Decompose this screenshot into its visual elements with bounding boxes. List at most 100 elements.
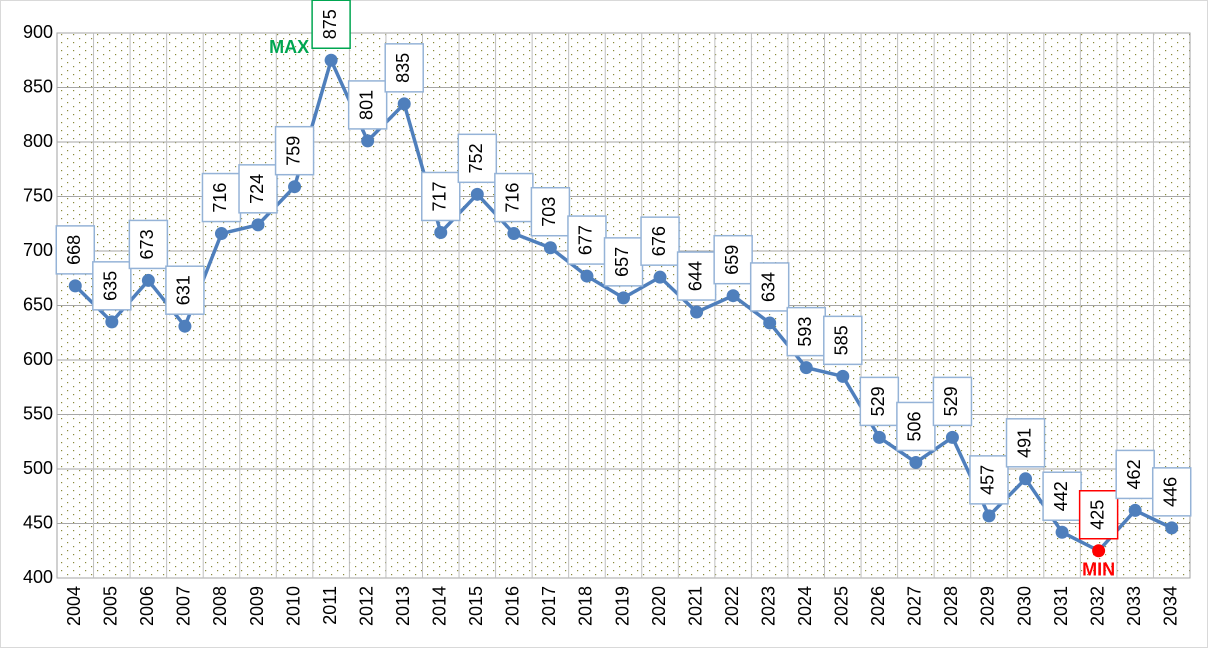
data-label: 724 bbox=[247, 174, 267, 204]
label-box bbox=[421, 171, 461, 222]
data-label: 506 bbox=[905, 411, 925, 441]
data-label: 457 bbox=[978, 465, 998, 495]
point bbox=[1165, 521, 1179, 535]
point bbox=[507, 227, 521, 241]
point bbox=[470, 187, 484, 201]
point bbox=[141, 273, 155, 287]
point bbox=[945, 430, 959, 444]
data-label: 442 bbox=[1051, 481, 1071, 511]
label-box bbox=[238, 164, 278, 214]
data-label: 716 bbox=[210, 183, 230, 213]
label-box bbox=[1042, 471, 1082, 521]
x-tick-label: 2022 bbox=[722, 586, 742, 626]
label-box bbox=[932, 376, 973, 427]
x-tick-label: 2016 bbox=[503, 586, 523, 626]
x-tick-label: 2011 bbox=[320, 586, 340, 625]
data-label: 657 bbox=[612, 247, 632, 277]
label-box bbox=[896, 401, 936, 452]
data-label: 875 bbox=[320, 9, 340, 39]
y-tick-label: 800 bbox=[23, 131, 53, 151]
data-label: 659 bbox=[722, 245, 742, 275]
label-box bbox=[567, 215, 607, 265]
point bbox=[653, 270, 667, 284]
x-tick-label: 2023 bbox=[758, 586, 778, 626]
x-tick-label: 2027 bbox=[905, 586, 925, 626]
point bbox=[397, 97, 411, 111]
y-tick-label: 650 bbox=[23, 294, 53, 314]
data-label: 585 bbox=[832, 325, 852, 355]
label-box bbox=[384, 43, 424, 93]
point bbox=[251, 218, 265, 232]
annotation: MIN bbox=[1082, 560, 1115, 580]
y-tick-label: 450 bbox=[23, 512, 53, 532]
x-tick-label: 2009 bbox=[247, 586, 267, 626]
x-tick-label: 2033 bbox=[1124, 586, 1144, 626]
data-label: 529 bbox=[868, 386, 888, 416]
x-tick-label: 2021 bbox=[685, 586, 705, 626]
data-label: 676 bbox=[649, 226, 669, 256]
label-box bbox=[494, 172, 534, 223]
x-tick-label: 2010 bbox=[283, 586, 303, 626]
y-tick-label: 550 bbox=[23, 403, 53, 423]
y-tick-label: 600 bbox=[23, 349, 53, 369]
annotation: MAX bbox=[269, 37, 309, 57]
data-label: 635 bbox=[101, 271, 121, 301]
data-label: 491 bbox=[1014, 428, 1034, 458]
x-tick-label: 2025 bbox=[832, 586, 852, 626]
data-label: 717 bbox=[430, 181, 450, 211]
y-tick-label: 900 bbox=[23, 22, 53, 42]
x-tick-label: 2017 bbox=[539, 586, 559, 626]
point bbox=[909, 455, 923, 469]
label-box bbox=[713, 234, 753, 285]
x-tick-label: 2018 bbox=[576, 586, 596, 626]
data-label: 593 bbox=[795, 317, 815, 347]
y-tick-label: 750 bbox=[23, 185, 53, 205]
point bbox=[1092, 544, 1106, 558]
data-label: 673 bbox=[137, 229, 157, 259]
label-box bbox=[1078, 490, 1119, 540]
x-tick-label: 2006 bbox=[137, 586, 157, 626]
x-tick-label: 2014 bbox=[430, 586, 450, 626]
label-box bbox=[859, 376, 900, 427]
x-tick-label: 2028 bbox=[941, 586, 961, 626]
point bbox=[836, 369, 850, 383]
data-label: 703 bbox=[539, 197, 559, 227]
point bbox=[543, 241, 557, 255]
point bbox=[288, 180, 302, 194]
x-tick-label: 2007 bbox=[174, 586, 194, 626]
data-label: 644 bbox=[685, 261, 705, 291]
y-tick-label: 500 bbox=[23, 458, 53, 478]
label-box bbox=[1115, 449, 1155, 500]
point bbox=[1128, 503, 1142, 517]
x-tick-label: 2020 bbox=[649, 586, 669, 626]
data-label: 668 bbox=[64, 235, 84, 265]
point bbox=[434, 225, 448, 239]
data-label: 462 bbox=[1124, 459, 1144, 489]
point bbox=[982, 509, 996, 523]
x-tick-label: 2024 bbox=[795, 586, 815, 626]
data-label: 631 bbox=[174, 275, 194, 305]
x-tick-label: 2031 bbox=[1051, 586, 1071, 626]
data-label: 752 bbox=[466, 143, 486, 173]
point bbox=[799, 361, 813, 375]
label-box bbox=[128, 219, 169, 270]
label-box bbox=[823, 315, 863, 366]
label-box bbox=[1005, 418, 1046, 468]
data-label: 716 bbox=[503, 183, 523, 213]
point bbox=[105, 315, 119, 329]
data-label: 634 bbox=[758, 272, 778, 302]
label-box bbox=[311, 0, 351, 49]
x-tick-label: 2013 bbox=[393, 586, 413, 626]
point bbox=[68, 279, 82, 293]
x-tick-label: 2032 bbox=[1087, 586, 1107, 626]
label-box bbox=[165, 265, 205, 315]
label-box bbox=[969, 455, 1009, 505]
label-box bbox=[1151, 467, 1192, 517]
point bbox=[690, 305, 704, 319]
label-box bbox=[92, 261, 132, 311]
data-label: 446 bbox=[1160, 477, 1180, 507]
label-box bbox=[457, 133, 498, 184]
data-label: 425 bbox=[1087, 500, 1107, 530]
x-tick-label: 2004 bbox=[64, 586, 84, 626]
